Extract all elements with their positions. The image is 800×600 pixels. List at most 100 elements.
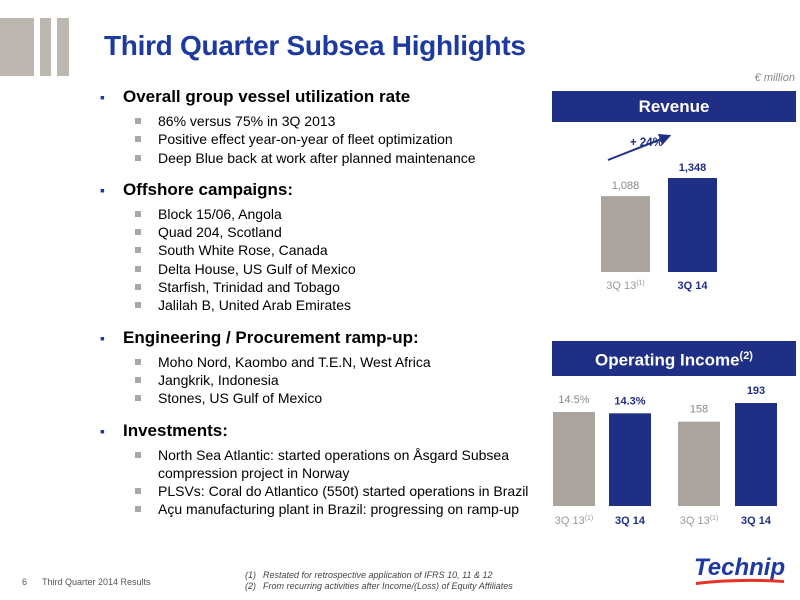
brand-swoosh [696, 578, 784, 585]
operating-income-value-label: 158 [690, 404, 708, 416]
sub-bullet-icon [135, 358, 141, 365]
operating-income-value-label: 14.5% [558, 394, 589, 406]
section: ▪ Investments: North Sea Atlantic: started… [100, 420, 540, 519]
list-item: Quad 204, Scotland [100, 223, 540, 241]
section-heading-text: Engineering / Procurement ramp-up: [123, 327, 419, 347]
footer-text: Third Quarter 2014 Results [42, 577, 151, 587]
list-item: Jalilah B, United Arab Emirates [100, 296, 540, 314]
section: ▪ Overall group vessel utilization rate 86… [100, 86, 540, 167]
footnote-1-text: Restated for retrospective application o… [263, 570, 493, 580]
list-item: Positive effect year-on-year of fleet op… [100, 130, 540, 148]
growth-label: + 24% [630, 137, 663, 149]
list-item-text: Moho Nord, Kaombo and T.E.N, West Africa [158, 353, 431, 370]
list-item-text: 86% versus 75% in 3Q 2013 [158, 113, 336, 129]
revenue-chart-title: Revenue [638, 97, 710, 116]
growth-arrow [607, 133, 672, 161]
category-note: (1) [585, 515, 594, 522]
bullet-square-icon: ▪ [100, 181, 105, 198]
sub-bullet-icon [135, 488, 141, 495]
list-item: 86% versus 75% in 3Q 2013 [100, 112, 540, 130]
list-item: Delta House, US Gulf of Mexico [100, 260, 540, 278]
list-item-text: Block 15/06, Angola [158, 205, 282, 222]
corner-stripes [0, 18, 72, 76]
brand-text: Technip [694, 554, 785, 581]
category-text: 3Q 14 [741, 515, 772, 527]
list-item: North Sea Atlantic: started operations o… [100, 446, 540, 483]
sub-bullet-icon [135, 376, 141, 383]
revenue-category-label: 3Q 14 [678, 280, 709, 292]
category-text: 3Q 13 [555, 515, 585, 527]
footnote-2: (2) From recurring activities after Incom… [245, 581, 513, 592]
section-heading-text: Offshore campaigns: [123, 179, 294, 199]
operating-income-bar [553, 412, 595, 506]
list-item: Stones, US Gulf of Mexico [100, 389, 540, 407]
revenue-value-label: 1,088 [612, 180, 640, 192]
list-item-text: Jalilah B, United Arab Emirates [158, 297, 351, 314]
list-item: Açu manufacturing plant in Brazil: progr… [100, 500, 540, 518]
section-heading: ▪ Offshore campaigns: [100, 179, 540, 201]
footnote-1: (1) Restated for retrospective applicatio… [245, 570, 513, 581]
technip-logo: Technip [694, 554, 785, 585]
sub-bullet-icon [135, 265, 141, 272]
category-text: 3Q 14 [678, 280, 709, 292]
list-item-text: North Sea Atlantic: started operations o… [158, 446, 509, 481]
bullet-square-icon: ▪ [100, 89, 105, 105]
operating-income-value-label: 193 [747, 385, 765, 397]
revenue-category-label: 3Q 13(1) [606, 280, 645, 292]
list-item-text: Quad 204, Scotland [158, 224, 282, 241]
category-text: 3Q 13 [680, 515, 710, 527]
operating-income-category-label: 3Q 13(1) [555, 515, 594, 527]
section-heading: ▪ Overall group vessel utilization rate [100, 86, 540, 108]
list-item-text: South White Rose, Canada [158, 242, 328, 259]
list-item-text: Açu manufacturing plant in Brazil: progr… [158, 501, 520, 518]
section-heading-text: Investments: [123, 420, 228, 440]
revenue-bar-3q-13 [601, 196, 650, 272]
category-note: (1) [636, 280, 645, 287]
list-item-text: Stones, US Gulf of Mexico [158, 390, 323, 407]
unit-label: € million [754, 72, 795, 84]
bullet-list: ▪ Overall group vessel utilization rate 86… [100, 86, 540, 531]
operating-income-category-label: 3Q 14 [741, 515, 772, 527]
category-text: 3Q 13 [606, 280, 636, 292]
footnote-2-text: From recurring activities after Income/(… [263, 581, 513, 591]
operating-income-title-note: (2) [739, 350, 753, 362]
page-title: Third Quarter Subsea Highlights [104, 30, 526, 61]
list-item: Jangkrik, Indonesia [100, 371, 540, 389]
list-item: Deep Blue back at work after planned mai… [100, 149, 540, 167]
sub-bullet-icon [135, 229, 141, 236]
sub-bullet-icon [135, 247, 141, 254]
category-note: (1) [710, 515, 719, 522]
page-number: 6 [22, 577, 28, 587]
list-item-text: PLSVs: Coral do Atlantico (550t) started… [158, 483, 529, 500]
footnote-1-num: (1) [245, 570, 256, 580]
list-item-text: Jangkrik, Indonesia [158, 371, 279, 388]
bullet-square-icon: ▪ [100, 422, 105, 439]
section-heading-text: Overall group vessel utilization rate [123, 87, 411, 106]
list-item: South White Rose, Canada [100, 241, 540, 259]
sub-bullet-icon [135, 118, 141, 124]
list-item: Moho Nord, Kaombo and T.E.N, West Africa [100, 353, 540, 371]
sub-bullet-icon [135, 210, 141, 217]
revenue-chart-header: Revenue [552, 91, 796, 122]
list-item-text: Starfish, Trinidad and Tobago [158, 279, 340, 296]
operating-income-bar [678, 421, 720, 506]
operating-income-chart-title: Operating Income [595, 350, 740, 370]
category-text: 3Q 14 [615, 515, 646, 527]
operating-income-category-label: 3Q 13(1) [680, 515, 719, 527]
section: ▪ Offshore campaigns: Block 15/06, Angola Q… [100, 179, 540, 315]
revenue-chart: + 24% 1,088 3Q 13(1) 1,348 3Q 14 [601, 133, 717, 292]
list-item: PLSVs: Coral do Atlantico (550t) started… [100, 482, 540, 500]
sub-bullet-icon [135, 284, 141, 291]
list-item-text: Deep Blue back at work after planned mai… [158, 149, 476, 166]
section-heading: ▪ Engineering / Procurement ramp-up: [100, 327, 540, 349]
list-item-text: Delta House, US Gulf of Mexico [158, 260, 356, 277]
operating-income-category-label: 3Q 14 [615, 515, 646, 527]
sub-bullet-icon [135, 395, 141, 402]
sub-bullet-icon [135, 136, 141, 143]
footnotes: (1) Restated for retrospective applicatio… [245, 570, 513, 592]
operating-income-chart-header: Operating Income(2) [552, 341, 796, 376]
bullet-square-icon: ▪ [100, 329, 105, 346]
operating-income-bar [735, 403, 777, 506]
list-item-text: Positive effect year-on-year of fleet op… [158, 131, 453, 148]
